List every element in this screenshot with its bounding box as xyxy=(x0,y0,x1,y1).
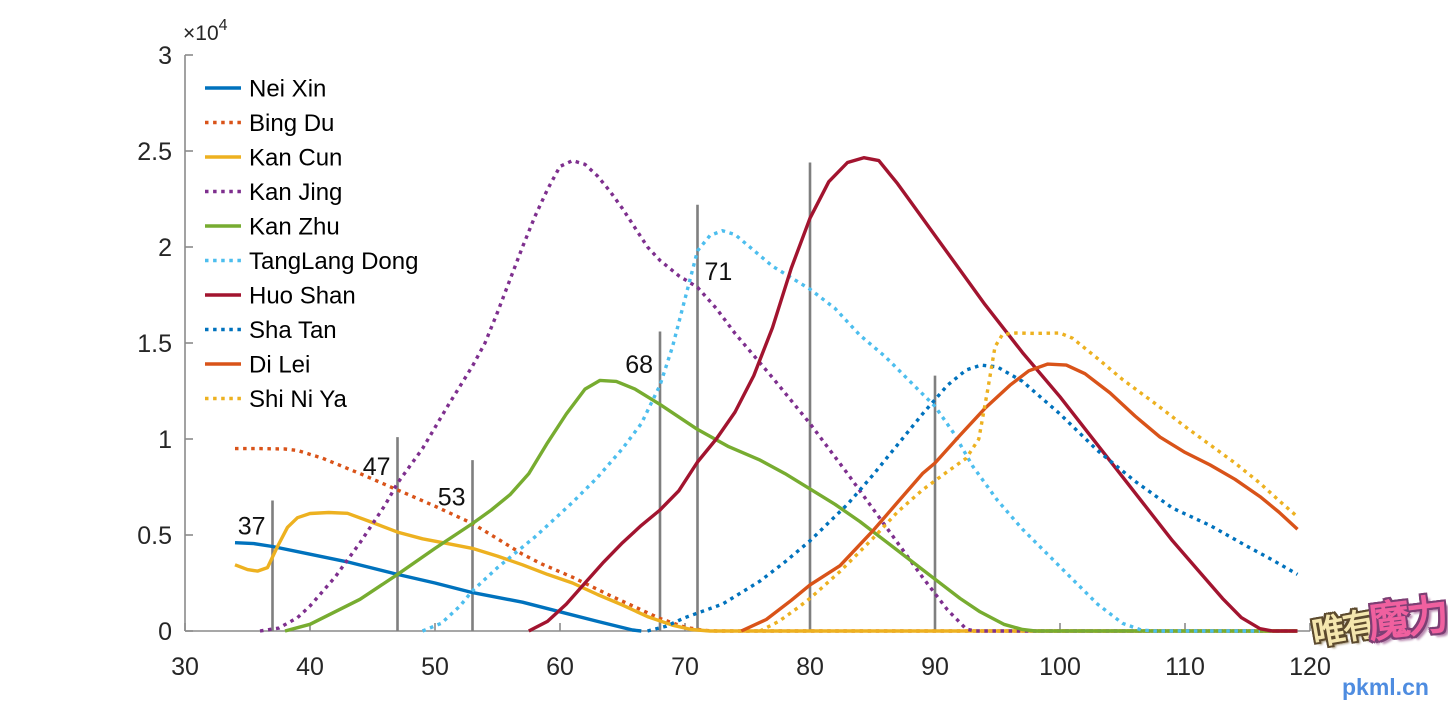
y-tick-label: 3 xyxy=(158,42,172,70)
marker-label: 47 xyxy=(363,453,391,481)
x-tick-label: 120 xyxy=(1289,653,1331,681)
legend-item-kan-zhu: Kan Zhu xyxy=(205,214,340,241)
legend-label: Kan Zhu xyxy=(249,214,340,241)
legend-item-nei-xin: Nei Xin xyxy=(205,76,326,103)
marker-label: 71 xyxy=(705,258,733,286)
marker-label: 68 xyxy=(625,351,653,379)
x-tick-label: 100 xyxy=(1039,653,1081,681)
x-tick-label: 90 xyxy=(921,653,949,681)
y-axis-multiplier: ×104 xyxy=(183,17,228,45)
legend-item-di-lei: Di Lei xyxy=(205,352,310,379)
legend-item-shi-ni-ya: Shi Ni Ya xyxy=(205,386,347,413)
legend: Nei Xin Bing Du Kan Cun Kan Jing Kan Zhu Tang… xyxy=(205,76,418,413)
series-line-nei-xin xyxy=(234,541,642,633)
x-tick-label: 30 xyxy=(171,653,199,681)
y-tick-label: 2 xyxy=(158,234,172,262)
y-tick-label: 0 xyxy=(158,618,172,646)
legend-item-kan-jing: Kan Jing xyxy=(205,179,342,206)
legend-item-bing-du: Bing Du xyxy=(205,110,334,137)
legend-label: TangLang Dong xyxy=(249,248,418,275)
axes: 30 40 50 60 70 80 90 100 110 120 0 0.5 1 1.5 2 2.5 3 ×104 xyxy=(137,17,1331,681)
y-tick-label: 2.5 xyxy=(137,138,172,166)
y-tick-label: 0.5 xyxy=(137,522,172,550)
legend-label: Bing Du xyxy=(249,110,334,137)
series xyxy=(234,156,1299,633)
series-line-tanglang-dong xyxy=(421,229,1260,633)
legend-label: Shi Ni Ya xyxy=(249,386,347,413)
legend-item-huo-shan: Huo Shan xyxy=(205,283,356,310)
marker-label: 37 xyxy=(238,512,266,540)
series-line-kan-jing xyxy=(259,158,1298,633)
x-tick-label: 50 xyxy=(421,653,449,681)
legend-item-sha-tan: Sha Tan xyxy=(205,317,337,344)
marker-lines: 37 47 53 68 71 xyxy=(238,162,937,631)
series-line-sha-tan xyxy=(647,363,1299,633)
legend-label: Kan Jing xyxy=(249,179,342,206)
series-line-huo-shan xyxy=(528,156,1298,633)
legend-item-tanglang-dong: TangLang Dong xyxy=(205,248,418,275)
y-tick-label: 1.5 xyxy=(137,330,172,358)
legend-label: Nei Xin xyxy=(249,76,326,103)
x-tick-label: 40 xyxy=(296,653,324,681)
series-line-di-lei xyxy=(740,362,1299,633)
x-tick-label: 110 xyxy=(1165,653,1205,681)
series-line-bing-du xyxy=(235,446,1298,633)
y-tick-label: 1 xyxy=(158,426,172,454)
series-line-kan-cun xyxy=(234,510,1298,633)
legend-label: Sha Tan xyxy=(249,317,337,344)
legend-label: Di Lei xyxy=(249,352,310,379)
legend-label: Huo Shan xyxy=(249,283,356,310)
series-line-shi-ni-ya xyxy=(759,331,1299,633)
legend-item-kan-cun: Kan Cun xyxy=(205,145,342,172)
x-tick-label: 60 xyxy=(546,653,574,681)
marker-label: 53 xyxy=(438,484,466,512)
legend-label: Kan Cun xyxy=(249,145,342,172)
series-line-kan-zhu xyxy=(284,378,1298,633)
x-tick-label: 70 xyxy=(671,653,699,681)
x-tick-label: 80 xyxy=(796,653,824,681)
